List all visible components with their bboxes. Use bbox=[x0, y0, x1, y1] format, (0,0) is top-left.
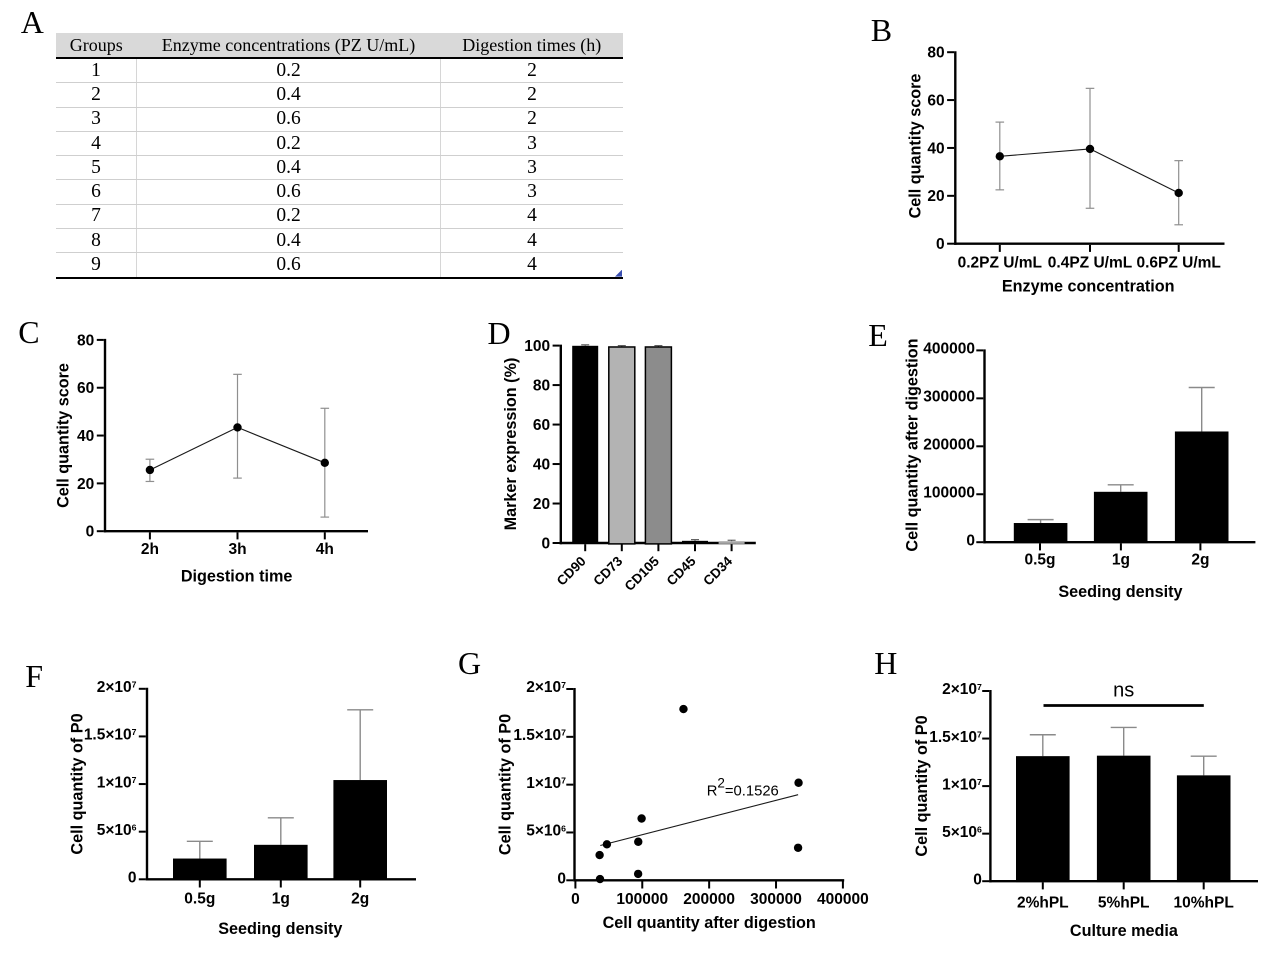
svg-text:2%hPL: 2%hPL bbox=[1017, 894, 1069, 911]
svg-text:100000: 100000 bbox=[616, 891, 668, 908]
svg-text:60: 60 bbox=[927, 92, 944, 109]
svg-text:0: 0 bbox=[936, 236, 945, 253]
svg-text:0: 0 bbox=[557, 871, 566, 888]
svg-text:Seeding density: Seeding density bbox=[1058, 583, 1182, 601]
svg-text:20: 20 bbox=[533, 496, 550, 513]
svg-text:Cell quantity of P0: Cell quantity of P0 bbox=[913, 715, 931, 856]
svg-text:40: 40 bbox=[533, 456, 550, 473]
svg-text:CD45: CD45 bbox=[664, 553, 699, 588]
svg-text:0: 0 bbox=[571, 891, 580, 908]
svg-text:5×106: 5×106 bbox=[97, 822, 137, 839]
svg-text:80: 80 bbox=[927, 45, 944, 62]
svg-text:0: 0 bbox=[128, 870, 137, 887]
svg-text:Cell quantity of P0: Cell quantity of P0 bbox=[68, 713, 86, 854]
svg-text:40: 40 bbox=[77, 428, 94, 445]
svg-text:2h: 2h bbox=[141, 541, 159, 558]
svg-text:0.2PZ U/mL: 0.2PZ U/mL bbox=[958, 254, 1042, 271]
svg-text:Cell quantity after digestion: Cell quantity after digestion bbox=[904, 338, 922, 551]
svg-text:40: 40 bbox=[927, 140, 944, 157]
svg-text:400000: 400000 bbox=[817, 891, 869, 908]
svg-text:5%hPL: 5%hPL bbox=[1098, 894, 1150, 911]
svg-text:CD105: CD105 bbox=[622, 553, 663, 594]
svg-text:0.6PZ U/mL: 0.6PZ U/mL bbox=[1136, 254, 1220, 271]
svg-text:CD34: CD34 bbox=[700, 553, 735, 588]
svg-text:Cell quantity score: Cell quantity score bbox=[907, 74, 925, 219]
svg-text:Enzyme concentration: Enzyme concentration bbox=[1002, 278, 1175, 296]
svg-text:0.5g: 0.5g bbox=[184, 891, 215, 908]
svg-text:2g: 2g bbox=[351, 891, 369, 908]
svg-text:2g: 2g bbox=[1191, 552, 1209, 569]
svg-text:Cell quantity of P0: Cell quantity of P0 bbox=[497, 714, 515, 855]
svg-text:200000: 200000 bbox=[683, 891, 735, 908]
svg-text:100: 100 bbox=[524, 338, 550, 355]
svg-text:Culture media: Culture media bbox=[1070, 922, 1179, 940]
svg-text:1.5×107: 1.5×107 bbox=[929, 729, 982, 746]
svg-text:R2=0.1526: R2=0.1526 bbox=[707, 775, 779, 799]
svg-text:1.5×107: 1.5×107 bbox=[513, 727, 566, 744]
svg-text:80: 80 bbox=[533, 377, 550, 394]
svg-text:2×107: 2×107 bbox=[942, 681, 982, 698]
svg-text:100000: 100000 bbox=[923, 484, 975, 501]
svg-text:ns: ns bbox=[1113, 679, 1134, 701]
svg-text:4h: 4h bbox=[316, 541, 334, 558]
svg-text:0.4PZ U/mL: 0.4PZ U/mL bbox=[1048, 254, 1132, 271]
svg-text:20: 20 bbox=[927, 188, 944, 205]
svg-text:Seeding density: Seeding density bbox=[218, 920, 342, 938]
svg-text:1×107: 1×107 bbox=[526, 775, 566, 792]
svg-text:1.5×107: 1.5×107 bbox=[84, 727, 137, 744]
svg-text:5×106: 5×106 bbox=[526, 823, 566, 840]
svg-text:Cell quantity score: Cell quantity score bbox=[55, 363, 73, 508]
svg-text:1×107: 1×107 bbox=[97, 774, 137, 791]
svg-text:20: 20 bbox=[77, 476, 94, 493]
svg-text:300000: 300000 bbox=[923, 389, 975, 406]
svg-text:Marker expression (%): Marker expression (%) bbox=[502, 358, 520, 531]
svg-text:CD90: CD90 bbox=[554, 554, 589, 589]
svg-text:1g: 1g bbox=[272, 891, 290, 908]
svg-text:2×107: 2×107 bbox=[97, 679, 137, 696]
svg-text:0: 0 bbox=[966, 532, 975, 549]
svg-text:3h: 3h bbox=[228, 541, 246, 558]
svg-text:2×107: 2×107 bbox=[526, 679, 566, 696]
svg-text:60: 60 bbox=[533, 417, 550, 434]
svg-text:60: 60 bbox=[77, 380, 94, 397]
svg-text:200000: 200000 bbox=[923, 437, 975, 454]
svg-text:0.5g: 0.5g bbox=[1024, 552, 1055, 569]
svg-text:400000: 400000 bbox=[923, 341, 975, 358]
svg-text:80: 80 bbox=[77, 332, 94, 349]
svg-text:10%hPL: 10%hPL bbox=[1174, 894, 1234, 911]
svg-text:Digestion time: Digestion time bbox=[181, 568, 293, 586]
svg-text:1g: 1g bbox=[1112, 552, 1130, 569]
svg-text:0: 0 bbox=[86, 524, 95, 541]
svg-text:1×107: 1×107 bbox=[942, 776, 982, 793]
svg-text:0: 0 bbox=[973, 871, 982, 888]
svg-text:Cell quantity after digestion: Cell quantity after digestion bbox=[603, 914, 816, 932]
svg-text:5×106: 5×106 bbox=[942, 824, 982, 841]
svg-text:0: 0 bbox=[541, 535, 550, 552]
svg-text:300000: 300000 bbox=[750, 891, 802, 908]
